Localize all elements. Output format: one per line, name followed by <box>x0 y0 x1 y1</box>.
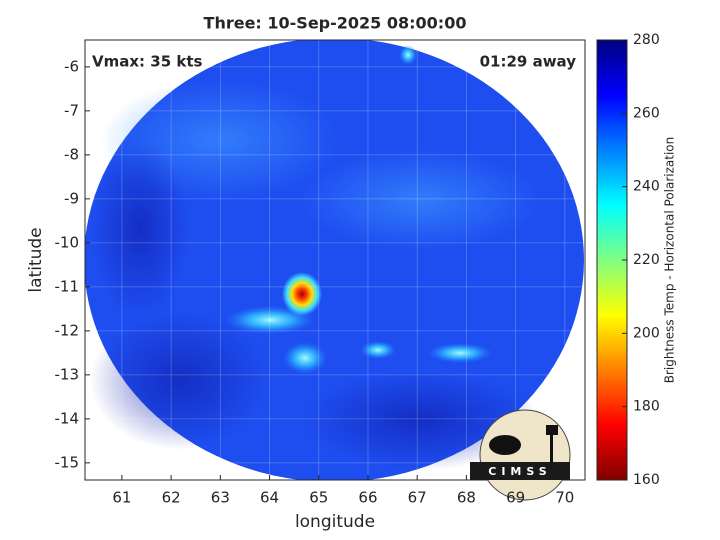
axes-frame <box>84 39 586 481</box>
y-tick-label: -8 <box>64 145 79 163</box>
x-tick-label: 64 <box>260 489 279 507</box>
chart-title: Three: 10-Sep-2025 08:00:00 <box>204 14 467 33</box>
colorbar-label: Brightness Temp - Horizontal Polarizatio… <box>663 137 677 384</box>
y-tick-label: -15 <box>55 453 80 471</box>
x-tick-label: 70 <box>555 489 574 507</box>
x-tick-label: 65 <box>309 489 328 507</box>
y-tick-label: -14 <box>55 409 80 427</box>
x-tick-label: 62 <box>162 489 181 507</box>
x-tick-label: 63 <box>211 489 230 507</box>
colorbar-tick-label: 220 <box>633 252 660 268</box>
colorbar-tick-label: 280 <box>633 32 660 48</box>
y-tick-label: -7 <box>64 101 79 119</box>
x-tick-label: 61 <box>112 489 131 507</box>
y-tick-label: -9 <box>64 189 79 207</box>
logo-text: CIMSS <box>488 465 551 478</box>
x-axis-label: longitude <box>295 512 375 532</box>
y-tick-label: -6 <box>64 57 79 75</box>
logo: CIMSS <box>470 409 571 501</box>
colorbar-tick-label: 200 <box>633 325 660 341</box>
colorbar-tick-label: 180 <box>633 399 660 415</box>
colorbar-tick-label: 240 <box>633 179 660 195</box>
x-tick-label: 66 <box>358 489 377 507</box>
y-tick-label: -13 <box>55 365 80 383</box>
annotation: 01:29 away <box>480 53 577 71</box>
satellite-image <box>85 40 584 480</box>
y-tick-label: -12 <box>55 321 80 339</box>
y-tick-label: -11 <box>55 277 80 295</box>
x-tick-label: 67 <box>408 489 427 507</box>
colorbar-tick-label: 160 <box>633 472 660 488</box>
y-axis-label: latitude <box>26 227 46 292</box>
x-tick-label: 68 <box>457 489 476 507</box>
colorbar-tick-label: 260 <box>633 105 660 121</box>
annotation: Vmax: 35 kts <box>92 53 202 71</box>
x-tick-label: 69 <box>506 489 525 507</box>
y-tick-label: -10 <box>55 233 80 251</box>
